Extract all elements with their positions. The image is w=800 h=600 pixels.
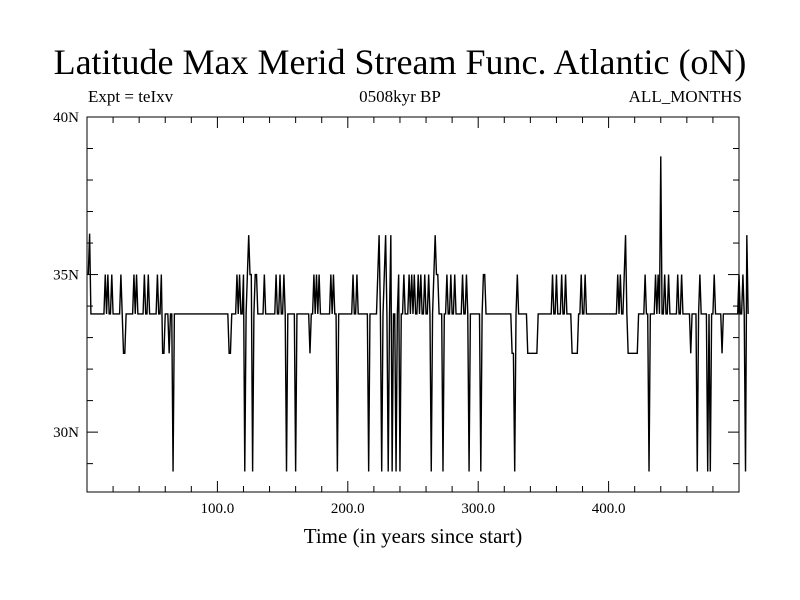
period-label: 0508kyr BP — [359, 87, 441, 106]
plot-frame — [86, 116, 740, 493]
y-tick-label: 40N — [53, 110, 79, 126]
chart-title: Latitude Max Merid Stream Func. Atlantic… — [53, 42, 747, 82]
experiment-label: Expt = teIxv — [88, 87, 174, 106]
months-label: ALL_MONTHS — [628, 87, 742, 106]
series-polyline — [87, 156, 749, 472]
tick-labels: 100.0 200.0 300.0 400.0 30N 35N 40N — [53, 110, 625, 517]
axis-ticks — [87, 117, 739, 492]
y-tick-label: 35N — [53, 268, 79, 284]
y-tick-label: 30N — [53, 425, 79, 441]
x-tick-label: 100.0 — [201, 501, 235, 517]
x-tick-label: 200.0 — [331, 501, 365, 517]
series-line — [87, 156, 749, 472]
x-tick-label: 300.0 — [461, 501, 495, 517]
x-tick-label: 400.0 — [592, 501, 626, 517]
x-axis-label: Time (in years since start) — [304, 524, 523, 548]
